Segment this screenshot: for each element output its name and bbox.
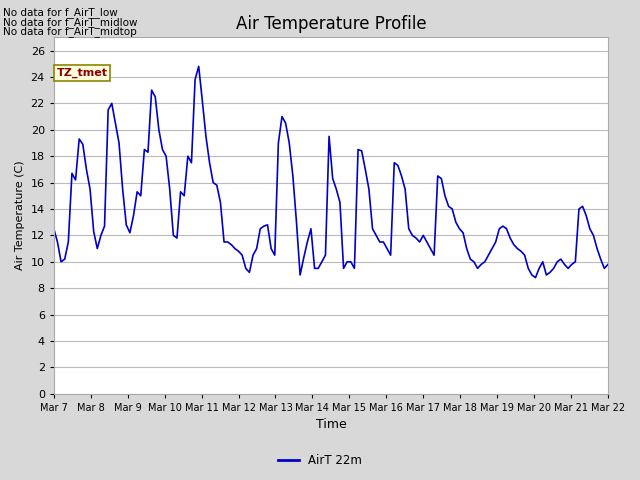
- Title: Air Temperature Profile: Air Temperature Profile: [236, 15, 426, 33]
- X-axis label: Time: Time: [316, 419, 346, 432]
- Legend: AirT 22m: AirT 22m: [273, 449, 367, 472]
- Text: No data for f_AirT_midlow: No data for f_AirT_midlow: [3, 17, 138, 28]
- Text: No data for f_AirT_low: No data for f_AirT_low: [3, 7, 118, 18]
- Text: TZ_tmet: TZ_tmet: [56, 68, 108, 79]
- Y-axis label: Air Temperature (C): Air Temperature (C): [15, 161, 25, 270]
- Text: No data for f_AirT_midtop: No data for f_AirT_midtop: [3, 26, 137, 37]
